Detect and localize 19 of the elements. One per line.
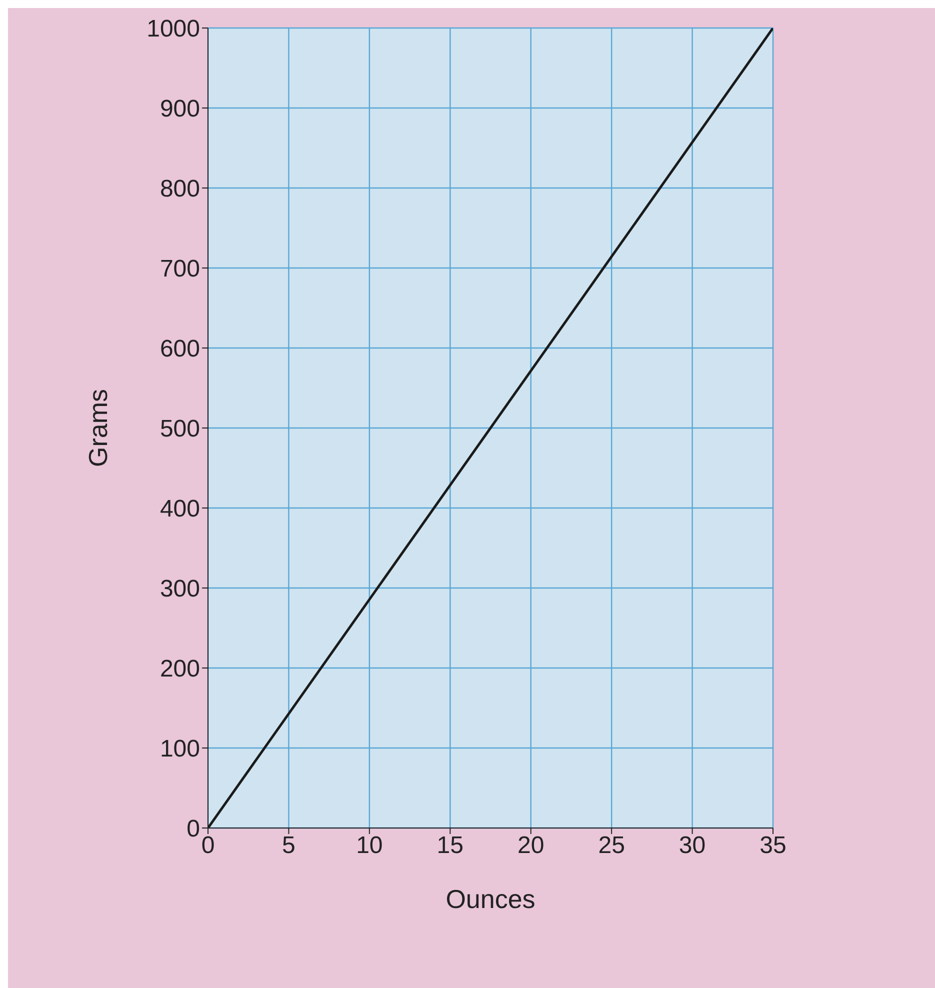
x-tick-label: 15 — [436, 832, 464, 860]
x-tick-label: 30 — [678, 832, 706, 860]
x-axis-title: Ounces — [446, 884, 536, 914]
x-tick-label: 5 — [282, 832, 296, 860]
y-tick-label: 400 — [160, 496, 200, 523]
y-tick-label: 100 — [160, 736, 200, 763]
x-tick-label: 25 — [598, 832, 625, 860]
y-tick-label: 1000 — [146, 16, 200, 43]
y-tick-label: 300 — [160, 576, 200, 603]
x-tick-label: 35 — [760, 832, 786, 860]
y-tick-label: 800 — [160, 176, 200, 203]
x-tick-label: 10 — [356, 832, 383, 860]
y-tick-label: 900 — [160, 96, 200, 123]
y-tick-label: 700 — [160, 256, 200, 283]
x-tick-label: 20 — [518, 832, 544, 860]
y-tick-label: 600 — [160, 336, 200, 363]
y-tick-label: 200 — [160, 656, 200, 683]
y-axis-title: Grams — [83, 389, 114, 467]
y-tick-label: 500 — [160, 416, 200, 443]
